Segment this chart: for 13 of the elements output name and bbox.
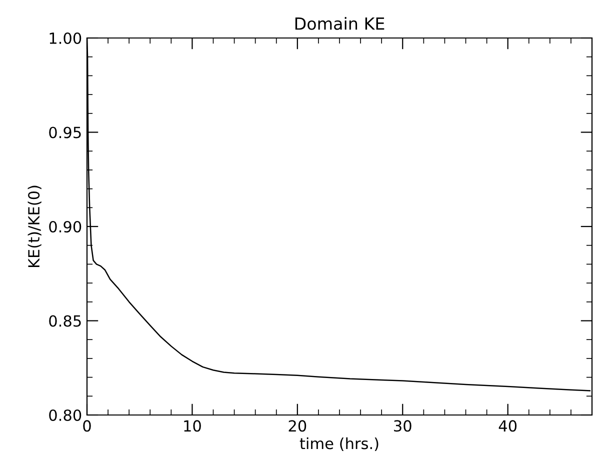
y-tick-label: 0.80 (49, 409, 82, 422)
y-tick-label: 0.85 (49, 315, 81, 327)
x-tick-label: 10 (184, 420, 201, 432)
chart-title: Domain KE (295, 17, 384, 30)
x-tick-label: 40 (498, 420, 517, 432)
y-tick-label: 0.90 (49, 220, 82, 233)
x-tick-label: 30 (394, 420, 412, 432)
y-tick-label: 1.00 (50, 32, 82, 44)
x-tick-label: 20 (288, 420, 306, 432)
y-axis-title: KE(t)/KE(0) (28, 186, 42, 268)
x-axis-title: time (hrs.) (300, 437, 378, 452)
y-tick-label: 0.95 (49, 126, 81, 138)
x-tick-label: 0 (83, 420, 91, 432)
